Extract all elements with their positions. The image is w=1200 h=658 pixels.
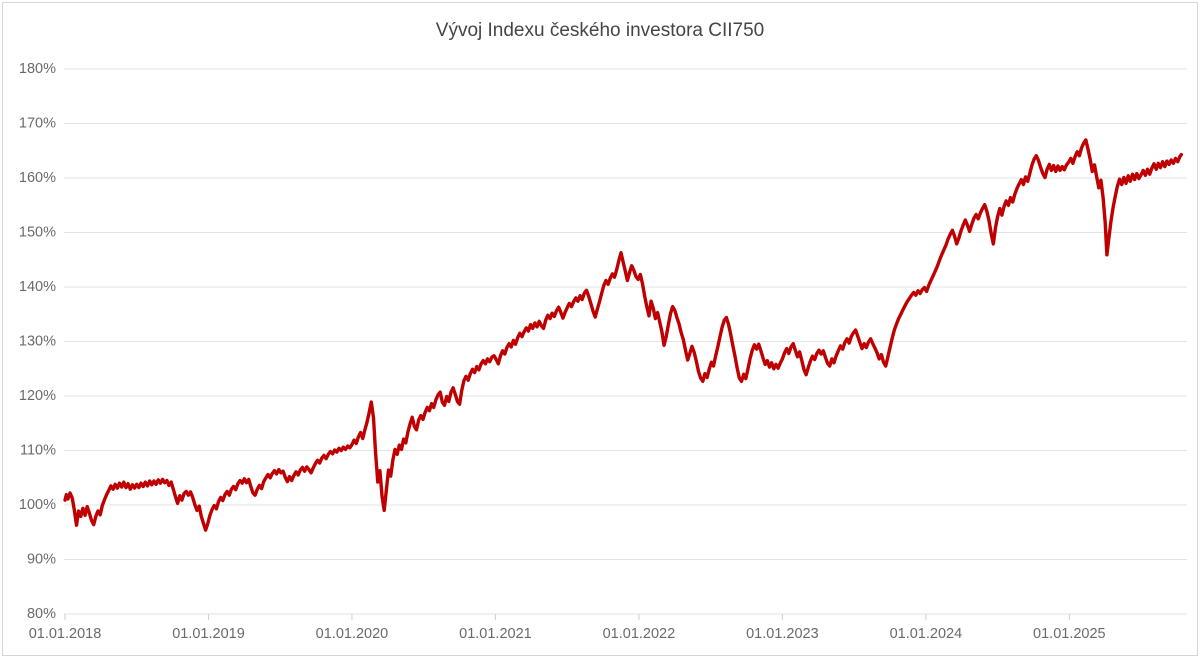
- x-axis-label: 01.01.2019: [172, 626, 245, 642]
- y-axis-label: 170%: [19, 115, 56, 131]
- y-axis-label: 90%: [27, 551, 56, 567]
- x-axis-label: 01.01.2025: [1033, 626, 1106, 642]
- y-axis-label: 80%: [27, 606, 56, 622]
- series-line-group: [63, 138, 1183, 532]
- x-axis-label: 01.01.2022: [603, 626, 676, 642]
- x-axis-label: 01.01.2018: [29, 626, 102, 642]
- x-axis-label: 01.01.2021: [459, 626, 532, 642]
- y-axis-label: 110%: [20, 442, 56, 458]
- y-axis-label: 180%: [19, 61, 56, 77]
- series-line: [63, 138, 1183, 532]
- x-axis-labels: 01.01.2018 01.01.2019 01.01.2020 01.01.2021…: [29, 626, 1106, 642]
- x-axis-label: 01.01.2024: [890, 626, 963, 642]
- y-axis-label: 160%: [19, 170, 56, 186]
- chart-title: Vývoj Indexu českého investora CII750: [435, 20, 765, 41]
- y-axis-label: 150%: [19, 224, 56, 240]
- y-axis-label: 100%: [19, 497, 56, 513]
- y-gridlines: [64, 68, 1187, 615]
- y-axis-label: 120%: [19, 388, 56, 404]
- x-axis-label: 01.01.2020: [316, 626, 389, 642]
- y-axis-labels: 180% 170% 160% 150% 140% 130% 120% 110% 100% 90% 8…: [19, 61, 56, 622]
- y-axis-label: 130%: [19, 333, 56, 349]
- y-axis-label: 140%: [19, 279, 56, 295]
- x-axis-tick-marks: [64, 614, 1070, 620]
- x-axis-label: 01.01.2023: [746, 626, 819, 642]
